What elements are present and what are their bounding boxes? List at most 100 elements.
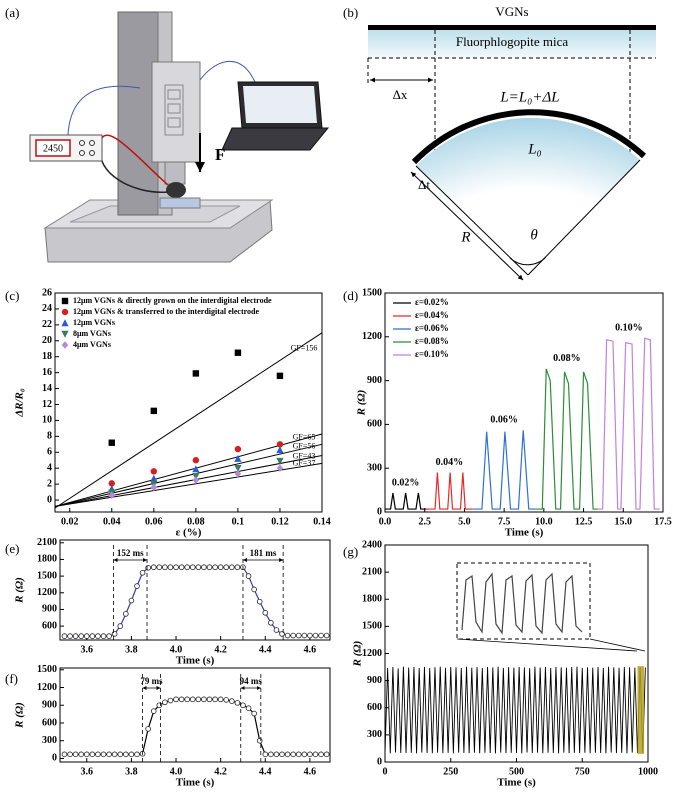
data-line: [597, 337, 660, 510]
point: [284, 632, 291, 639]
point: [234, 564, 241, 571]
x-tick-label: 17.5: [654, 516, 672, 527]
y-tick-label: 0: [52, 753, 57, 764]
legend-label: 12μm VGNs & transferred to the interdigi…: [73, 307, 260, 316]
gf-label: GF=65: [293, 432, 316, 441]
y-tick-label: 600: [42, 717, 57, 728]
y-tick-label: 22: [42, 319, 52, 330]
x-tick-label: 0.06: [145, 516, 163, 527]
x-tick-label: 4.2: [214, 644, 227, 655]
point: [95, 633, 101, 639]
point: [134, 751, 140, 758]
point: [279, 631, 285, 637]
inner-length-label: L₀: [527, 141, 542, 157]
point: [212, 696, 218, 703]
panel-label: (a): [5, 5, 19, 20]
gf-label: GF=43: [293, 451, 316, 460]
panel-label: (f): [5, 671, 18, 686]
instrument-illustration: [29, 11, 330, 263]
x-tick-label: 2.5: [418, 516, 431, 527]
interval-label: 152 ms: [117, 548, 144, 558]
y-tick-label: 24: [42, 303, 52, 314]
panel-label: (e): [5, 541, 19, 556]
point: [189, 696, 196, 703]
legend-label: 8μm VGNs: [73, 329, 111, 338]
point: [290, 632, 296, 639]
y-tick-label: 1500: [37, 664, 57, 675]
y-tick-label: 600: [367, 419, 382, 430]
y-axis-title: R (Ω): [14, 702, 26, 729]
peak-annotation: 0.02%: [392, 477, 420, 488]
y-tick-label: 0: [377, 506, 382, 517]
point: [240, 702, 246, 709]
point: [184, 564, 190, 571]
point: [184, 696, 190, 703]
point: [78, 751, 84, 758]
gf-label: GF=156: [291, 344, 318, 353]
point: [192, 370, 200, 377]
legend-label: ε=0.08%: [415, 336, 449, 346]
point: [195, 564, 202, 571]
data-line: [64, 566, 327, 637]
vgns-label: VGNs: [495, 4, 528, 19]
y-tick-label: 10: [42, 415, 52, 426]
point: [150, 474, 158, 482]
radius-label: R: [460, 229, 470, 245]
legend-label: ε=0.06%: [415, 323, 449, 333]
point: [234, 700, 241, 706]
y-tick-label: 2100: [37, 537, 57, 548]
fit-line: [54, 462, 323, 507]
plot-frame: [384, 292, 664, 513]
panel-label: (g): [343, 544, 358, 559]
point: [150, 407, 158, 415]
y-tick-label: 1500: [362, 287, 382, 298]
y-axis-title: ΔR/R₀: [14, 388, 26, 418]
y-tick-label: 600: [42, 620, 57, 631]
x-tick-label: 0.14: [313, 516, 331, 527]
y-tick-label: 1200: [37, 587, 57, 598]
gf-label: GF=56: [293, 442, 316, 451]
x-tick-label: 250: [443, 766, 458, 777]
point: [145, 726, 151, 732]
point: [295, 751, 302, 758]
plot-frame: [54, 292, 323, 513]
x-tick-label: 0.04: [103, 516, 121, 527]
point: [61, 751, 68, 758]
point: [123, 751, 129, 758]
fit-line: [54, 443, 323, 507]
point: [234, 349, 242, 356]
point: [312, 632, 319, 639]
x-tick-label: 3.8: [125, 644, 138, 655]
x-tick-label: 4.6: [304, 644, 317, 655]
legend-label: 12μm VGNs: [73, 318, 115, 327]
x-axis-title: ε (%): [176, 527, 202, 539]
x-axis-title: Time (s): [497, 777, 536, 789]
x-tick-label: 10.0: [535, 516, 553, 527]
legend-marker: [61, 330, 69, 338]
y-tick-label: 18: [42, 351, 52, 362]
legend-marker: [61, 308, 69, 316]
thickness-label: Δt: [418, 177, 430, 192]
x-axis-title: Time (s): [176, 777, 215, 789]
point: [173, 696, 179, 703]
y-tick-label: 1500: [362, 621, 382, 632]
y-tick-label: 14: [42, 383, 52, 394]
y-tick-label: 300: [367, 729, 382, 740]
point: [134, 583, 140, 589]
x-tick-label: 4.2: [214, 766, 227, 777]
fit-line: [54, 332, 323, 509]
highlight: [637, 666, 645, 754]
x-tick-label: 750: [575, 766, 590, 777]
y-tick-label: 0: [377, 756, 382, 767]
data-line: [535, 368, 598, 510]
plot-frame: [59, 539, 331, 641]
inset-zoom: [456, 562, 646, 652]
point: [229, 698, 235, 704]
point: [268, 751, 274, 758]
interval-label: 79 ms: [140, 676, 163, 686]
point: [195, 696, 202, 703]
point: [117, 751, 124, 758]
y-tick-label: 900: [367, 675, 382, 686]
point: [256, 737, 263, 744]
y-axis-title: R (Ω): [352, 641, 364, 668]
